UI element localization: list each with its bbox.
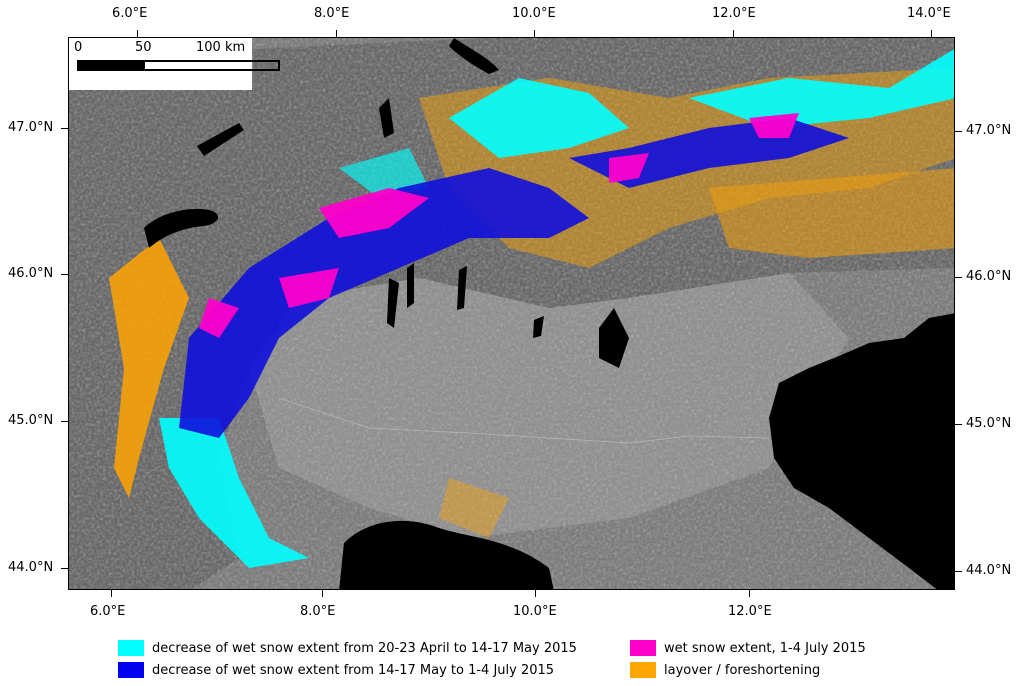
adriatic-sea xyxy=(769,313,954,589)
lon-tick-label: 12.0°E xyxy=(712,6,756,21)
legend-label: wet snow extent, 1-4 July 2015 xyxy=(664,640,866,656)
lon-tick-label: 14.0°E xyxy=(907,6,951,21)
tick-mark xyxy=(955,424,962,425)
tick-mark xyxy=(955,131,962,132)
wet-snow-extent-jul xyxy=(199,113,799,338)
lon-tick-label: 10.0°E xyxy=(512,6,556,21)
scale-label: 100 km xyxy=(196,40,246,55)
boundary-line xyxy=(278,397,770,444)
tick-mark xyxy=(61,421,68,422)
tick-mark xyxy=(749,590,750,597)
tick-mark xyxy=(336,30,337,37)
legend-swatch xyxy=(118,640,144,656)
legend-swatch xyxy=(118,662,144,678)
lon-tick-label: 8.0°E xyxy=(300,604,336,619)
tick-mark xyxy=(955,277,962,278)
legend-item: wet snow extent, 1-4 July 2015 xyxy=(630,640,866,656)
scale-label: 50 xyxy=(135,40,152,55)
tick-mark xyxy=(955,571,962,572)
map-legend: decrease of wet snow extent from 20-23 A… xyxy=(0,636,1024,686)
lat-tick-label: 45.0°N xyxy=(966,416,1012,431)
scale-bar-black-segment xyxy=(77,60,145,71)
tick-mark xyxy=(111,590,112,597)
legend-label: layover / foreshortening xyxy=(664,662,821,678)
ligurian-sea xyxy=(339,520,554,589)
lakes xyxy=(144,38,629,368)
tick-mark xyxy=(61,568,68,569)
map-canvas xyxy=(69,38,954,589)
wet-snow-decrease-apr-may xyxy=(159,49,954,568)
lon-tick-label: 6.0°E xyxy=(90,604,126,619)
legend-item: decrease of wet snow extent from 14-17 M… xyxy=(118,662,554,678)
lat-tick-label: 47.0°N xyxy=(966,123,1012,138)
lat-tick-label: 44.0°N xyxy=(966,563,1012,578)
scale-bar: 0 50 100 km xyxy=(69,38,280,90)
lon-tick-label: 10.0°E xyxy=(513,604,557,619)
lat-tick-label: 44.0°N xyxy=(8,560,54,575)
legend-label: decrease of wet snow extent from 20-23 A… xyxy=(152,640,577,656)
lon-tick-label: 6.0°E xyxy=(112,6,148,21)
tick-mark xyxy=(137,30,138,37)
lon-tick-label: 12.0°E xyxy=(728,604,772,619)
tick-mark xyxy=(733,30,734,37)
tick-mark xyxy=(61,274,68,275)
scale-label: 0 xyxy=(74,40,83,55)
lat-tick-label: 46.0°N xyxy=(8,266,54,281)
legend-item: layover / foreshortening xyxy=(630,662,820,678)
sar-snow-map[interactable] xyxy=(68,37,955,590)
legend-item: decrease of wet snow extent from 20-23 A… xyxy=(118,640,577,656)
lat-tick-label: 47.0°N xyxy=(8,120,54,135)
legend-swatch xyxy=(630,662,656,678)
lon-tick-label: 8.0°E xyxy=(314,6,350,21)
tick-mark xyxy=(61,128,68,129)
legend-swatch xyxy=(630,640,656,656)
tick-mark xyxy=(931,30,932,37)
scale-bar-outline xyxy=(77,60,280,71)
tick-mark xyxy=(534,30,535,37)
legend-label: decrease of wet snow extent from 14-17 M… xyxy=(152,662,555,678)
tick-mark xyxy=(535,590,536,597)
tick-mark xyxy=(322,590,323,597)
lat-tick-label: 45.0°N xyxy=(8,413,54,428)
lat-tick-label: 46.0°N xyxy=(966,269,1012,284)
